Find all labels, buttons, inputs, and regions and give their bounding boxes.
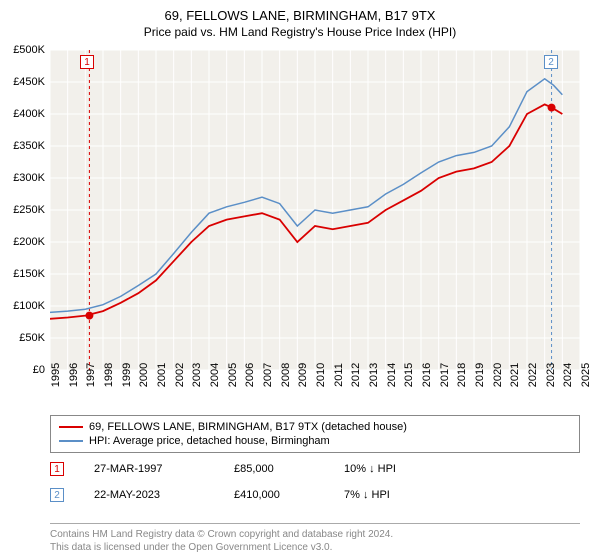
y-axis-label: £350K (13, 140, 45, 152)
x-axis-label: 2015 (403, 363, 415, 387)
transaction-delta: 7% ↓ HPI (344, 489, 390, 501)
x-axis-label: 2001 (156, 363, 168, 387)
x-axis-label: 2020 (492, 363, 504, 387)
y-axis-label: £150K (13, 268, 45, 280)
transaction-row: 2 22-MAY-2023 £410,000 7% ↓ HPI (50, 488, 580, 502)
x-axis-label: 1999 (121, 363, 133, 387)
x-axis-label: 2023 (545, 363, 557, 387)
x-axis-label: 2019 (474, 363, 486, 387)
chart-area: £0£50K£100K£150K£200K£250K£300K£350K£400… (50, 50, 580, 370)
x-axis-label: 2021 (509, 363, 521, 387)
footer-line: This data is licensed under the Open Gov… (50, 541, 580, 554)
y-axis-label: £50K (19, 332, 45, 344)
page-title: 69, FELLOWS LANE, BIRMINGHAM, B17 9TX (0, 0, 600, 23)
chart-svg (50, 50, 580, 370)
footer-line: Contains HM Land Registry data © Crown c… (50, 528, 580, 541)
x-axis-label: 2011 (333, 363, 345, 387)
legend-label: 69, FELLOWS LANE, BIRMINGHAM, B17 9TX (d… (89, 421, 407, 433)
legend-label: HPI: Average price, detached house, Birm… (89, 435, 330, 447)
chart-marker-badge: 1 (80, 55, 94, 69)
x-axis-label: 2008 (280, 363, 292, 387)
x-axis-label: 2005 (227, 363, 239, 387)
x-axis-label: 2024 (562, 363, 574, 387)
legend-item: 69, FELLOWS LANE, BIRMINGHAM, B17 9TX (d… (59, 420, 571, 434)
legend: 69, FELLOWS LANE, BIRMINGHAM, B17 9TX (d… (50, 415, 580, 453)
transaction-row: 1 27-MAR-1997 £85,000 10% ↓ HPI (50, 462, 580, 476)
x-axis-label: 2017 (439, 363, 451, 387)
y-axis-label: £100K (13, 300, 45, 312)
y-axis-label: £450K (13, 76, 45, 88)
legend-swatch (59, 426, 83, 428)
x-axis-label: 2010 (315, 363, 327, 387)
y-axis-label: £500K (13, 44, 45, 56)
chart-marker-badge: 2 (544, 55, 558, 69)
x-axis-label: 2009 (297, 363, 309, 387)
legend-swatch (59, 440, 83, 442)
transaction-price: £85,000 (234, 463, 314, 475)
y-axis-label: £300K (13, 172, 45, 184)
x-axis-label: 2003 (191, 363, 203, 387)
y-axis-label: £400K (13, 108, 45, 120)
x-axis-label: 2012 (350, 363, 362, 387)
x-axis-label: 1995 (50, 363, 62, 387)
y-axis-label: £250K (13, 204, 45, 216)
page-subtitle: Price paid vs. HM Land Registry's House … (0, 23, 600, 39)
x-axis-label: 1996 (68, 363, 80, 387)
x-axis-label: 2000 (138, 363, 150, 387)
footer: Contains HM Land Registry data © Crown c… (50, 523, 580, 554)
transaction-price: £410,000 (234, 489, 314, 501)
transaction-date: 22-MAY-2023 (94, 489, 204, 501)
marker-badge: 2 (50, 488, 64, 502)
x-axis-label: 2007 (262, 363, 274, 387)
x-axis-label: 2013 (368, 363, 380, 387)
x-axis-label: 2025 (580, 363, 592, 387)
x-axis-label: 2022 (527, 363, 539, 387)
legend-item: HPI: Average price, detached house, Birm… (59, 434, 571, 448)
y-axis-label: £200K (13, 236, 45, 248)
x-axis-label: 1997 (85, 363, 97, 387)
x-axis-label: 2016 (421, 363, 433, 387)
transaction-date: 27-MAR-1997 (94, 463, 204, 475)
x-axis-label: 2006 (244, 363, 256, 387)
x-axis-label: 2018 (456, 363, 468, 387)
y-axis-label: £0 (33, 364, 45, 376)
x-axis-label: 1998 (103, 363, 115, 387)
x-axis-label: 2002 (174, 363, 186, 387)
marker-badge: 1 (50, 462, 64, 476)
transaction-delta: 10% ↓ HPI (344, 463, 396, 475)
x-axis-label: 2004 (209, 363, 221, 387)
x-axis-label: 2014 (386, 363, 398, 387)
